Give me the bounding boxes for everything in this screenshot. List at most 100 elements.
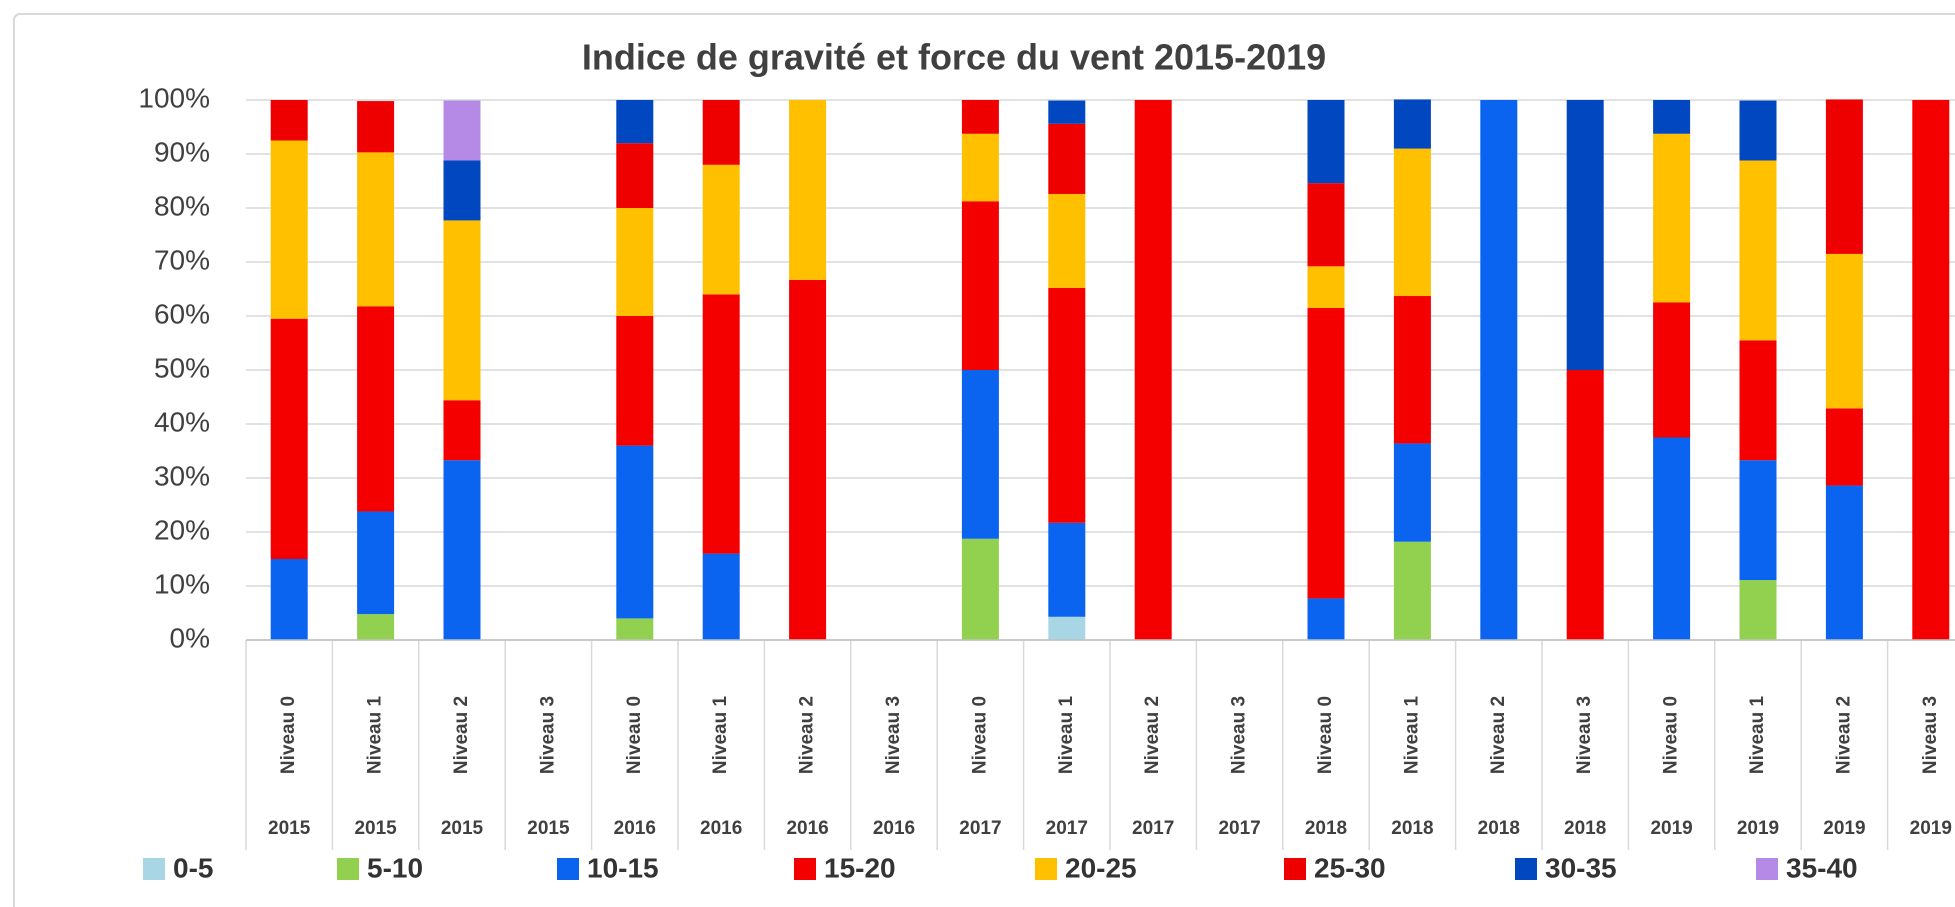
legend-label: 15-20 (824, 852, 896, 883)
bar-segment (1048, 287, 1086, 523)
bar-segment (1307, 266, 1345, 308)
bar-segment (702, 294, 740, 554)
y-tick-label: 10% (154, 568, 210, 599)
bar-segment (1048, 522, 1086, 617)
bar-segment (1480, 100, 1518, 640)
y-tick-label: 80% (154, 190, 210, 221)
x-group-label: 2016 (614, 818, 656, 839)
legend-swatch (1515, 858, 1537, 880)
x-tick-label: Niveau 3 (537, 696, 558, 774)
legend-label: 0-5 (173, 852, 213, 883)
x-tick-label: Niveau 1 (365, 695, 386, 774)
legend-swatch (557, 858, 579, 880)
x-tick-label: Niveau 3 (883, 696, 904, 774)
x-tick-label: Niveau 0 (278, 696, 299, 774)
bar-segment (1739, 580, 1777, 640)
x-group-label: 2019 (1910, 818, 1952, 839)
bar-segment (702, 553, 740, 640)
x-group-label: 2017 (959, 818, 1001, 839)
y-tick-label: 60% (154, 298, 210, 329)
x-tick-label: Niveau 2 (797, 696, 818, 774)
bar-segment (1307, 183, 1345, 267)
bar-segment (1048, 100, 1086, 124)
legend-swatch (143, 858, 165, 880)
x-group-label: 2019 (1823, 818, 1865, 839)
bar-segment (1825, 408, 1863, 486)
y-tick-label: 20% (154, 514, 210, 545)
x-tick-label: Niveau 2 (451, 696, 472, 774)
bar-segment (702, 164, 740, 295)
bar-segment (1307, 307, 1345, 599)
bar-segment (1307, 100, 1345, 184)
bar-segment (1307, 598, 1345, 640)
y-tick-label: 0% (170, 622, 210, 653)
bar-segment (616, 100, 654, 144)
x-tick-label: Niveau 0 (969, 696, 990, 774)
x-group-label: 2017 (1218, 818, 1260, 839)
bar-segment (961, 201, 999, 370)
legend-label: 5-10 (367, 852, 423, 883)
legend-swatch (1284, 858, 1306, 880)
x-tick-label: Niveau 2 (1833, 696, 1854, 774)
x-tick-label: Niveau 0 (1315, 696, 1336, 774)
bar-segment (1393, 541, 1431, 640)
y-tick-label: 70% (154, 244, 210, 275)
legend-label: 20-25 (1065, 852, 1137, 883)
bar-segment (270, 100, 308, 141)
x-tick-label: Niveau 1 (1401, 695, 1422, 774)
x-group-label: 2015 (268, 818, 311, 839)
bar-segment (1393, 148, 1431, 297)
bar-segment (702, 100, 740, 165)
bar-segment (616, 618, 654, 640)
bar-segment (357, 511, 395, 615)
bar-segment (443, 160, 481, 221)
x-group-label: 2017 (1132, 818, 1174, 839)
bar-segment (961, 133, 999, 202)
bar-segment (1048, 616, 1086, 640)
x-tick-label: Niveau 1 (1056, 695, 1077, 774)
y-tick-label: 50% (154, 352, 210, 383)
x-group-label: 2019 (1650, 818, 1692, 839)
bar-segment (616, 316, 654, 446)
bar-segment (961, 370, 999, 539)
bar-segment (357, 306, 395, 512)
x-group-label: 2015 (527, 818, 570, 839)
bar-segment (1739, 160, 1777, 341)
x-group-label: 2018 (1478, 818, 1520, 839)
x-group-label: 2016 (700, 818, 742, 839)
chart-frame (13, 13, 1955, 907)
bar-segment (357, 614, 395, 640)
bar-segment (1566, 370, 1604, 640)
x-group-label: 2015 (441, 818, 484, 839)
y-tick-label: 100% (138, 82, 210, 113)
bar-segment (1393, 296, 1431, 444)
bar-segment (1653, 302, 1691, 438)
legend-swatch (337, 858, 359, 880)
x-tick-label: Niveau 3 (1574, 696, 1595, 774)
x-tick-label: Niveau 2 (1142, 696, 1163, 774)
x-group-label: 2016 (786, 818, 828, 839)
x-tick-label: Niveau 3 (1229, 696, 1250, 774)
x-tick-label: Niveau 1 (1747, 695, 1768, 774)
bar-segment (1134, 100, 1172, 640)
bar-segment (270, 140, 308, 319)
x-tick-label: Niveau 1 (710, 695, 731, 774)
bar-segment (616, 208, 654, 316)
bar-segment (1653, 133, 1691, 303)
bar-segment (1739, 460, 1777, 581)
x-tick-label: Niveau 0 (624, 696, 645, 774)
legend-swatch (1756, 858, 1778, 880)
bar-segment (1048, 123, 1086, 194)
x-tick-label: Niveau 0 (1661, 696, 1682, 774)
bar-segment (1825, 99, 1863, 254)
legend-swatch (794, 858, 816, 880)
x-group-label: 2017 (1046, 818, 1088, 839)
bar-segment (1393, 99, 1431, 149)
x-group-label: 2018 (1391, 818, 1433, 839)
legend-swatch (1035, 858, 1057, 880)
bar-segment (443, 100, 481, 161)
x-group-label: 2018 (1564, 818, 1606, 839)
bar-segment (443, 460, 481, 640)
